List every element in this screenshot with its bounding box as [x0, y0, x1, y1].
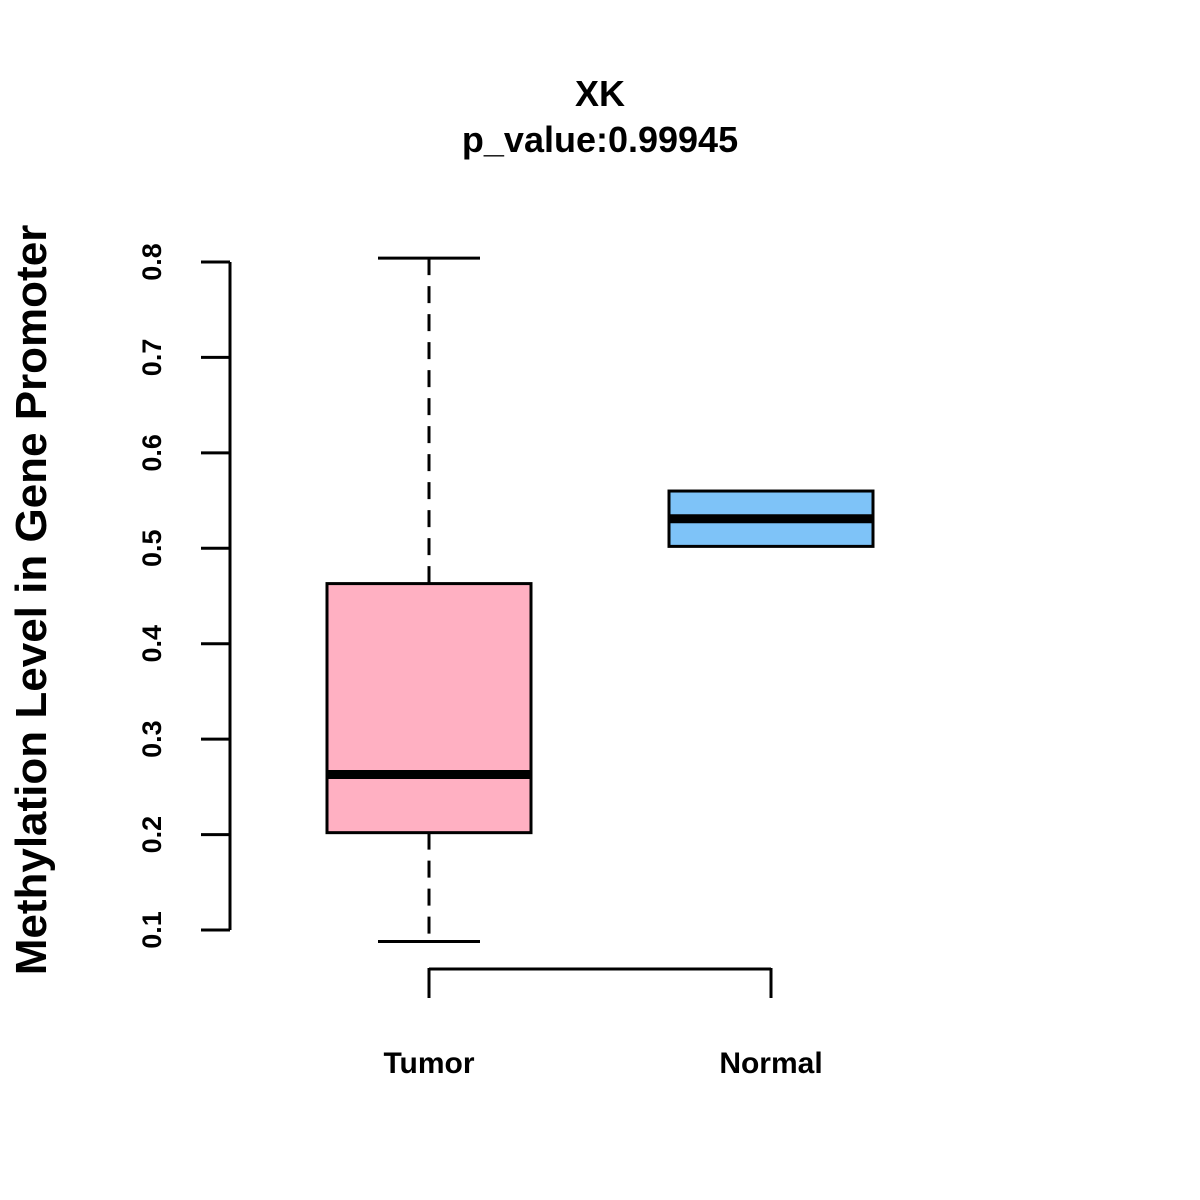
y-tick-label: 0.7	[137, 339, 167, 377]
box-rect	[325, 582, 533, 835]
y-tick-label: 0.5	[137, 530, 167, 568]
y-tick-label: 0.2	[137, 816, 167, 854]
y-tick-label: 0.3	[137, 720, 167, 758]
chart-subtitle: p_value:0.99945	[462, 119, 738, 160]
y-tick-label: 0.8	[137, 243, 167, 281]
y-tick-label: 0.6	[137, 434, 167, 472]
y-axis-label: Methylation Level in Gene Promoter	[7, 225, 56, 976]
chart-title: XK	[575, 73, 625, 114]
y-axis: 0.1 0.2 0.3 0.4 0.5 0.6 0.7 0.8	[137, 243, 232, 949]
box-tumor	[325, 256, 533, 943]
y-tick-label: 0.4	[137, 625, 167, 663]
x-axis: Tumor Normal	[383, 967, 823, 1080]
boxes	[325, 256, 875, 943]
box-normal	[667, 489, 875, 548]
x-tick-label: Normal	[719, 1047, 822, 1080]
y-tick-label: 0.1	[137, 911, 167, 949]
x-tick-label: Tumor	[383, 1047, 474, 1080]
